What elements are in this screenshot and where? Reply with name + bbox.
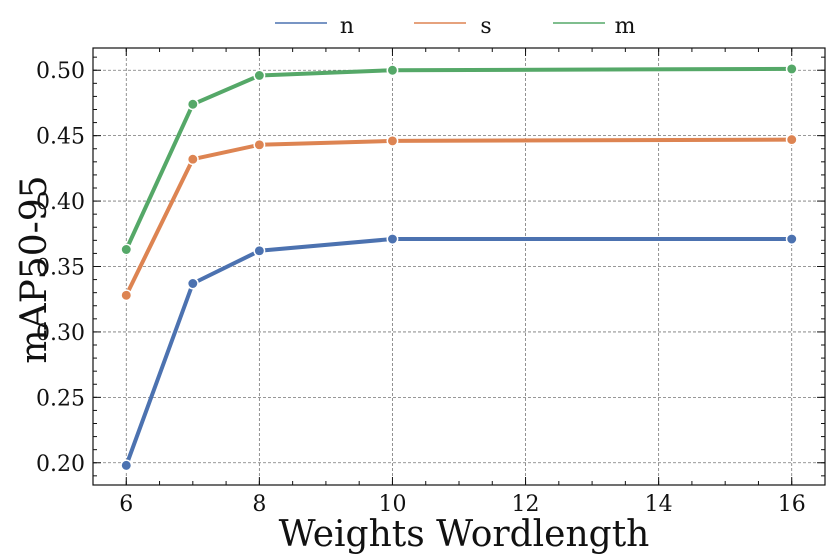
point-n <box>186 277 199 290</box>
series-line-s <box>124 137 794 298</box>
x-tick-label: 16 <box>778 492 806 517</box>
point-n <box>785 233 798 245</box>
legend-label-s: s <box>480 14 491 39</box>
series-line-m <box>124 66 794 252</box>
series-lines <box>124 66 794 468</box>
tick-labels: 0.20 0.25 0.30 0.35 0.40 0.45 0.50 6 8 10 12 14 16 <box>36 59 806 517</box>
x-tick-label: 8 <box>252 492 266 517</box>
x-tick-label: 14 <box>645 492 673 517</box>
y-tick-label: 0.45 <box>36 125 85 150</box>
point-s <box>186 153 199 166</box>
x-tick-label: 6 <box>119 492 133 517</box>
point-m <box>785 62 798 75</box>
legend-label-n: n <box>340 14 354 39</box>
axis-ticks <box>93 48 825 485</box>
y-tick-label: 0.30 <box>36 321 85 346</box>
point-s <box>120 289 133 302</box>
point-s <box>386 134 399 147</box>
y-axis-label: mAP50-95 <box>14 175 55 363</box>
point-m <box>120 243 133 256</box>
grid <box>93 48 825 485</box>
y-tick-label: 0.20 <box>36 452 85 477</box>
point-m <box>186 98 199 111</box>
point-n <box>386 233 399 245</box>
point-m <box>386 64 399 77</box>
point-m <box>253 69 266 82</box>
point-s <box>785 133 798 146</box>
x-axis-label: Weights Wordlength <box>279 514 650 555</box>
x-tick-label: 10 <box>378 492 406 517</box>
y-tick-label: 0.50 <box>36 59 85 84</box>
y-tick-label: 0.25 <box>36 386 85 411</box>
point-n <box>253 244 266 257</box>
series-line-n <box>124 237 794 468</box>
x-tick-label: 12 <box>512 492 540 517</box>
y-tick-label: 0.35 <box>36 256 85 281</box>
legend-label-m: m <box>615 14 636 39</box>
series-points <box>120 62 798 472</box>
point-n <box>120 459 133 472</box>
y-tick-label: 0.40 <box>36 190 85 215</box>
point-s <box>253 138 266 151</box>
